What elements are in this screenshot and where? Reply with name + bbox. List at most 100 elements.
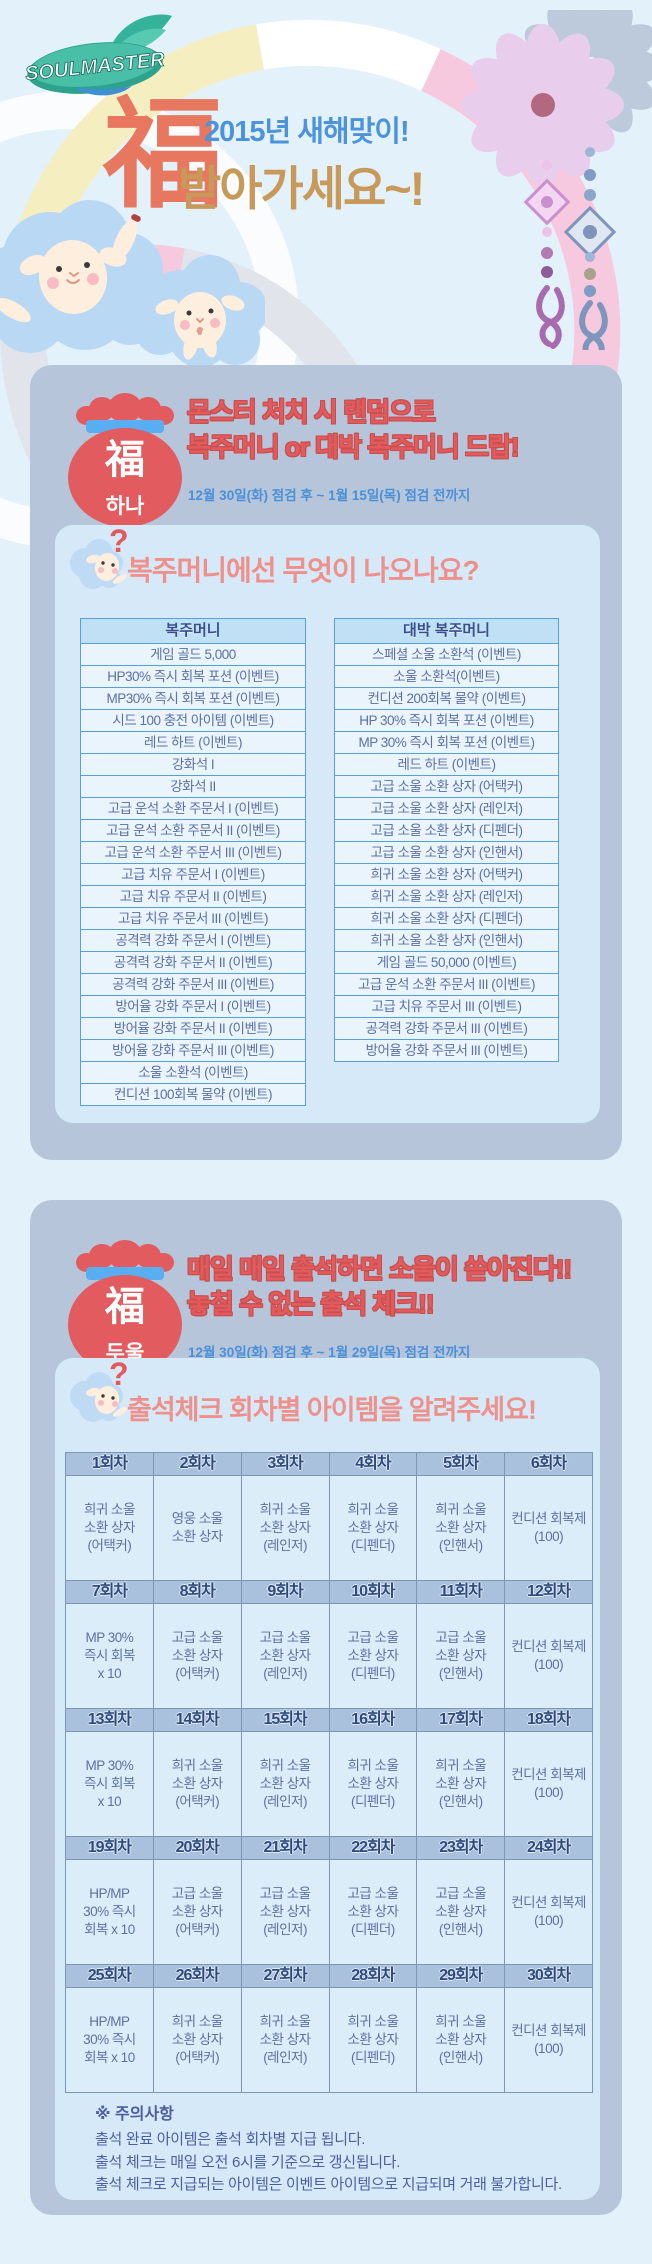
loot-item: 방어율 강화 주문서 I (이벤트) — [81, 996, 305, 1018]
attendance-round-header: 10회차 — [329, 1581, 418, 1604]
attendance-round-header: 3회차 — [241, 1453, 330, 1476]
attendance-round-header: 29회차 — [417, 1965, 506, 1988]
attendance-reward-cell: 컨디션 회복제 (100) — [505, 1732, 593, 1837]
loot-item: 고급 운석 소환 주문서 II (이벤트) — [81, 820, 305, 842]
fu-character: 福 — [103, 88, 223, 222]
attendance-reward-cell: 희귀 소울 소환 상자 (어택커) — [153, 1732, 242, 1837]
attendance-round-header: 15회차 — [241, 1709, 330, 1732]
attendance-round-header: 14회차 — [153, 1709, 242, 1732]
question-sheep-icon: ? — [63, 1356, 133, 1428]
notes: ※ 주의사항 출석 완료 아이템은 출석 회차별 지급 됩니다. 출석 체크는 … — [95, 2100, 562, 2197]
loot-item: 방어율 강화 주문서 II (이벤트) — [81, 1018, 305, 1040]
attendance-round-header: 8회차 — [153, 1581, 242, 1604]
loot-table-normal-header: 복주머니 — [81, 619, 305, 644]
loot-table-jackpot-header: 대박 복주머니 — [335, 619, 558, 644]
loot-item: 고급 치유 주문서 I (이벤트) — [81, 864, 305, 886]
event1-title-line2: 복주머니 or 대박 복주머니 드랍! — [187, 432, 520, 463]
attendance-round-header: 1회차 — [66, 1453, 154, 1476]
event1-panel: 福 하나 몬스터 처치 시 랜덤으로 복주머니 or 대박 복주머니 드랍! 1… — [30, 365, 622, 1160]
event1-detail-panel: ? 복주머니에선 무엇이 나오나요? 복주머니 게임 골드 5,000 HP30… — [55, 523, 600, 1123]
attendance-round-header: 6회차 — [505, 1453, 593, 1476]
event1-title: 몬스터 처치 시 랜덤으로 복주머니 or 대박 복주머니 드랍! — [187, 395, 520, 465]
attendance-reward-cell: 희귀 소울 소환 상자 (인핸서) — [417, 1476, 506, 1581]
loot-item: 고급 소울 소환 상자 (레인저) — [335, 798, 558, 820]
loot-item: 공격력 강화 주문서 I (이벤트) — [81, 930, 305, 952]
attendance-reward-cell: 희귀 소울 소환 상자 (디펜더) — [329, 1988, 418, 2093]
header-subtitle: 2015년 새해맞이! — [204, 116, 410, 148]
question-mark-icon: ? — [109, 1356, 129, 1392]
attendance-round-header: 13회차 — [66, 1709, 154, 1732]
attendance-round-header: 16회차 — [329, 1709, 418, 1732]
event1-title-line1: 몬스터 처치 시 랜덤으로 — [187, 397, 436, 427]
loot-item: 스페셜 소울 소환석 (이벤트) — [335, 644, 558, 666]
question-sheep-icon: ? — [63, 523, 133, 595]
loot-item: 강화석 I — [81, 754, 305, 776]
attendance-round-header: 26회차 — [153, 1965, 242, 1988]
attendance-round-header: 19회차 — [66, 1837, 154, 1860]
loot-item: 공격력 강화 주문서 III (이벤트) — [335, 1018, 558, 1040]
loot-table-normal-rows: 게임 골드 5,000 HP30% 즉시 회복 포션 (이벤트) MP30% 즉… — [81, 644, 305, 1105]
event2-detail-panel: ? 출석체크 회차별 아이템을 알려주세요! 1회차 2회차 3회차 4회차 5… — [55, 1356, 600, 2200]
loot-item: 레드 하트 (이벤트) — [81, 732, 305, 754]
attendance-reward-cell: 희귀 소울 소환 상자 (레인저) — [241, 1732, 330, 1837]
note-line: 출석 체크는 매일 오전 6시를 기준으로 갱신됩니다. — [95, 2153, 401, 2171]
attendance-reward-cell: 희귀 소울 소환 상자 (디펜더) — [329, 1476, 418, 1581]
attendance-round-header: 7회차 — [66, 1581, 154, 1604]
event2-question-title: 출석체크 회차별 아이템을 알려주세요! — [127, 1395, 537, 1425]
bag-number-label: 하나 — [105, 495, 145, 518]
attendance-reward-cell: 고급 소울 소환 상자 (레인저) — [241, 1860, 330, 1965]
attendance-round-header: 30회차 — [505, 1965, 593, 1988]
event2-title: 매일 매일 출석하면 소울이 쏟아진다!! 놓칠 수 없는 출석 체크!! — [187, 1252, 572, 1322]
attendance-round-header: 9회차 — [241, 1581, 330, 1604]
loot-item: 시드 100 충전 아이템 (이벤트) — [81, 710, 305, 732]
sheep-illustration — [0, 200, 265, 367]
loot-table-jackpot-rows: 스페셜 소울 소환석 (이벤트) 소울 소환석(이벤트) 컨디션 200회복 물… — [335, 644, 558, 1061]
attendance-round-header: 4회차 — [329, 1453, 418, 1476]
event2-title-line1: 매일 매일 출석하면 소울이 쏟아진다!! — [187, 1254, 572, 1284]
attendance-reward-cell: MP 30% 즉시 회복 x 10 — [66, 1732, 154, 1837]
loot-item: 희귀 소울 소환 상자 (레인저) — [335, 886, 558, 908]
attendance-round-header: 12회차 — [505, 1581, 593, 1604]
loot-item: 고급 운석 소환 주문서 I (이벤트) — [81, 798, 305, 820]
loot-item: HP30% 즉시 회복 포션 (이벤트) — [81, 666, 305, 688]
loot-item: 컨디션 200회복 물약 (이벤트) — [335, 688, 558, 710]
attendance-reward-cell: 희귀 소울 소환 상자 (어택커) — [153, 1988, 242, 2093]
notes-title: ※ 주의사항 — [95, 2106, 174, 2123]
event2-date: 12월 30일(화) 점검 후 ~ 1월 29일(목) 점검 전까지 — [188, 1345, 471, 1360]
attendance-reward-cell: 고급 소울 소환 상자 (디펜더) — [329, 1860, 418, 1965]
bag-fu-character: 福 — [105, 438, 145, 482]
note-line: 출석 완료 아이템은 출석 회차별 지급 됩니다. — [95, 2131, 366, 2148]
loot-item: 게임 골드 5,000 — [81, 644, 305, 666]
attendance-reward-cell: HP/MP 30% 즉시 회복 x 10 — [66, 1988, 154, 2093]
attendance-row-group: 19회차 20회차 21회차 22회차 23회차 24회차 HP/MP 30% … — [66, 1837, 593, 1965]
loot-item: 공격력 강화 주문서 III (이벤트) — [81, 974, 305, 996]
attendance-row-group: 25회차 26회차 27회차 28회차 29회차 30회차 HP/MP 30% … — [66, 1965, 593, 2093]
event1-date: 12월 30일(화) 점검 후 ~ 1월 15일(목) 점검 전까지 — [188, 488, 471, 503]
loot-item: 고급 치유 주문서 III (이벤트) — [335, 996, 558, 1018]
loot-item: 고급 운석 소환 주문서 III (이벤트) — [81, 842, 305, 864]
loot-item: 소울 소환석 (이벤트) — [81, 1062, 305, 1084]
attendance-grid: 1회차 2회차 3회차 4회차 5회차 6회차 희귀 소울 소환 상자 (어택커… — [65, 1452, 593, 2093]
loot-item: 고급 소울 소환 상자 (어택커) — [335, 776, 558, 798]
loot-table-jackpot: 대박 복주머니 스페셜 소울 소환석 (이벤트) 소울 소환석(이벤트) 컨디션… — [334, 618, 559, 1062]
attendance-reward-cell: 고급 소울 소환 상자 (레인저) — [241, 1604, 330, 1709]
attendance-reward-cell: 컨디션 회복제 (100) — [505, 1860, 593, 1965]
event2-panel: 福 두울 매일 매일 출석하면 소울이 쏟아진다!! 놓칠 수 없는 출석 체크… — [30, 1200, 622, 2215]
attendance-round-header: 5회차 — [417, 1453, 506, 1476]
attendance-reward-cell: 고급 소울 소환 상자 (인핸서) — [417, 1860, 506, 1965]
attendance-row-group: 7회차 8회차 9회차 10회차 11회차 12회차 MP 30% 즉시 회복 … — [66, 1581, 593, 1709]
attendance-reward-cell: MP 30% 즉시 회복 x 10 — [66, 1604, 154, 1709]
loot-item: 게임 골드 50,000 (이벤트) — [335, 952, 558, 974]
lucky-bag-icon-1: 福 하나 — [65, 393, 185, 529]
loot-item: MP30% 즉시 회복 포션 (이벤트) — [81, 688, 305, 710]
attendance-reward-cell: 컨디션 회복제 (100) — [505, 1988, 593, 2093]
loot-item: 희귀 소울 소환 상자 (인핸서) — [335, 930, 558, 952]
attendance-reward-cell: 컨디션 회복제 (100) — [505, 1604, 593, 1709]
header-title: 받아가세요~! — [178, 162, 425, 215]
attendance-reward-cell: 고급 소울 소환 상자 (어택커) — [153, 1604, 242, 1709]
attendance-round-header: 27회차 — [241, 1965, 330, 1988]
attendance-reward-cell: 희귀 소울 소환 상자 (디펜더) — [329, 1732, 418, 1837]
attendance-reward-cell: HP/MP 30% 즉시 회복 x 10 — [66, 1860, 154, 1965]
loot-item: 고급 치유 주문서 II (이벤트) — [81, 886, 305, 908]
